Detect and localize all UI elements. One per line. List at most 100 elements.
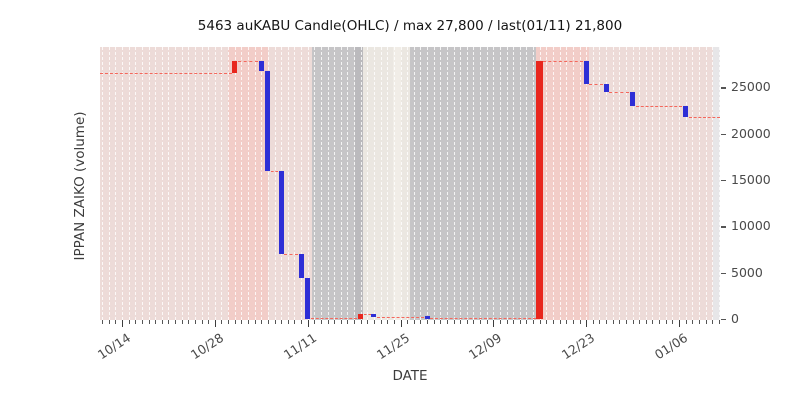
x-major-tick xyxy=(214,320,216,327)
day-gridline xyxy=(128,47,130,320)
x-minor-tick xyxy=(155,320,157,324)
day-gridline xyxy=(360,47,362,320)
day-gridline xyxy=(373,47,375,320)
day-gridline xyxy=(599,47,601,320)
x-minor-tick xyxy=(559,320,561,324)
candle xyxy=(305,278,311,319)
day-gridline xyxy=(427,47,429,320)
day-gridline xyxy=(380,47,382,320)
day-gridline xyxy=(148,47,150,320)
x-minor-tick xyxy=(201,320,203,324)
day-gridline xyxy=(420,47,422,320)
day-gridline xyxy=(546,47,548,320)
x-minor-tick xyxy=(261,320,263,324)
candle xyxy=(258,61,264,71)
day-gridline xyxy=(625,47,627,320)
x-minor-tick xyxy=(254,320,256,324)
x-minor-tick xyxy=(606,320,608,324)
day-gridline xyxy=(234,47,236,320)
x-minor-tick xyxy=(546,320,548,324)
x-major-tick xyxy=(493,320,495,327)
x-minor-tick xyxy=(108,320,110,324)
x-major-tick xyxy=(679,320,680,327)
x-minor-tick xyxy=(294,320,296,324)
background-band xyxy=(409,47,536,320)
x-minor-tick xyxy=(572,320,574,324)
day-gridline xyxy=(387,47,389,320)
background-band xyxy=(713,47,720,320)
x-minor-tick xyxy=(685,320,687,324)
y-tick xyxy=(721,272,726,275)
x-minor-tick xyxy=(208,320,210,324)
y-axis-label: IPPAN ZAIKO (volume) xyxy=(72,111,88,261)
x-minor-tick xyxy=(692,320,694,324)
x-minor-tick xyxy=(526,320,528,324)
x-minor-tick xyxy=(659,320,661,324)
day-gridline xyxy=(486,47,488,320)
day-gridline xyxy=(652,47,654,320)
x-minor-tick xyxy=(519,320,521,324)
day-gridline xyxy=(135,47,137,320)
day-gridline xyxy=(241,47,243,320)
x-minor-tick xyxy=(466,320,468,324)
day-gridline xyxy=(446,47,448,320)
y-tick-label: 25000 xyxy=(731,79,771,95)
day-gridline xyxy=(559,47,561,320)
day-gridline xyxy=(592,47,594,320)
x-minor-tick xyxy=(592,320,594,324)
day-gridline xyxy=(181,47,183,320)
candle xyxy=(371,314,377,318)
day-gridline xyxy=(718,47,720,320)
x-minor-tick xyxy=(373,320,375,324)
day-gridline xyxy=(314,47,316,320)
x-minor-tick xyxy=(579,320,581,324)
day-gridline xyxy=(115,47,117,320)
day-gridline xyxy=(102,47,104,320)
chart-title: 5463 auKABU Candle(OHLC) / max 27,800 / … xyxy=(197,18,623,34)
day-gridline xyxy=(460,47,462,320)
close-connector-dashed-line xyxy=(543,61,583,63)
x-minor-tick xyxy=(354,320,356,324)
day-gridline xyxy=(499,47,501,320)
day-gridline xyxy=(161,47,163,320)
x-minor-tick xyxy=(420,320,422,324)
x-minor-tick xyxy=(320,320,322,324)
day-gridline xyxy=(307,47,309,320)
day-gridline xyxy=(327,47,329,320)
day-gridline xyxy=(254,47,256,320)
x-minor-tick xyxy=(148,320,150,324)
x-minor-tick xyxy=(340,320,342,324)
x-minor-tick xyxy=(652,320,654,324)
day-gridline xyxy=(267,47,269,320)
x-minor-tick xyxy=(539,320,541,324)
x-minor-tick xyxy=(639,320,641,324)
x-minor-tick xyxy=(221,320,223,324)
day-gridline xyxy=(214,47,216,320)
x-minor-tick xyxy=(553,320,554,324)
x-minor-tick xyxy=(446,320,448,324)
x-minor-tick xyxy=(513,320,515,324)
day-gridline xyxy=(553,47,554,320)
x-minor-tick xyxy=(367,320,369,324)
plot-area xyxy=(100,47,720,320)
x-major-tick xyxy=(307,320,309,327)
day-gridline xyxy=(188,47,190,320)
x-minor-tick xyxy=(413,320,415,324)
x-minor-tick xyxy=(128,320,130,324)
x-minor-tick xyxy=(712,320,714,324)
x-minor-tick xyxy=(645,320,647,324)
day-gridline xyxy=(413,47,415,320)
day-gridline xyxy=(287,47,289,320)
y-tick xyxy=(721,319,726,321)
day-gridline xyxy=(712,47,714,320)
day-gridline xyxy=(473,47,475,320)
day-gridline xyxy=(208,47,210,320)
day-gridline xyxy=(194,47,196,320)
day-gridline xyxy=(175,47,177,320)
close-connector-dashed-line xyxy=(310,317,358,319)
x-minor-tick xyxy=(506,320,508,324)
x-minor-tick xyxy=(175,320,177,324)
day-gridline xyxy=(526,47,528,320)
day-gridline xyxy=(685,47,687,320)
day-gridline xyxy=(533,47,535,320)
